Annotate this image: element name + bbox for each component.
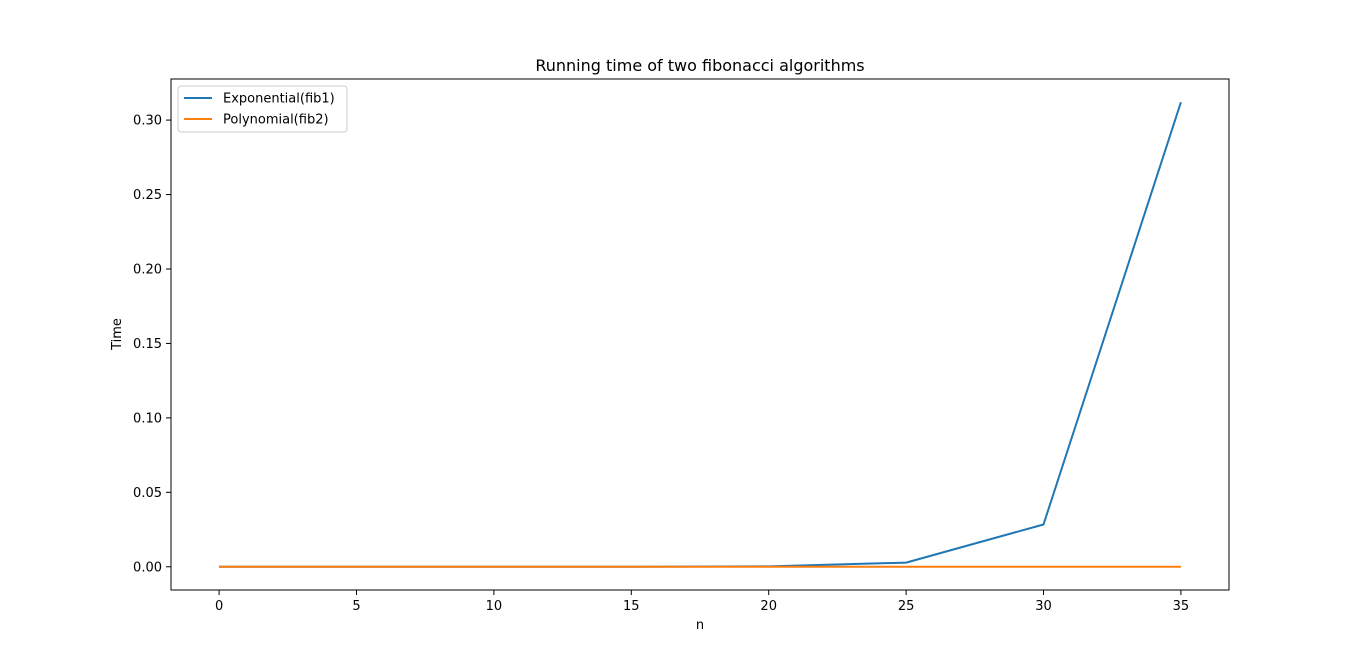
y-tick-label: 0.05 (133, 486, 162, 501)
y-tick-label: 0.25 (133, 188, 162, 203)
x-tick-label: 0 (215, 599, 223, 614)
series-lines (219, 101, 1182, 568)
y-axis: 0.00 0.05 0.10 0.15 0.20 0.25 0.30 (133, 114, 171, 575)
x-tick-label: 35 (1173, 599, 1190, 614)
plot-area (171, 79, 1229, 590)
y-tick-label: 0.00 (133, 560, 162, 575)
y-axis-label: Time (110, 318, 125, 351)
y-tick-label: 0.15 (133, 337, 162, 352)
legend-label: Exponential(fib1) (223, 92, 335, 107)
chart-title: Running time of two fibonacci algorithms (535, 56, 864, 75)
legend: Exponential(fib1) Polynomial(fib2) (177, 85, 348, 133)
plot-frame (170, 78, 1230, 591)
y-tick-label: 0.10 (133, 411, 162, 426)
y-tick-label: 0.30 (133, 114, 162, 129)
x-axis-label: n (696, 618, 704, 633)
legend-label: Polynomial(fib2) (223, 113, 329, 128)
x-tick-label: 25 (898, 599, 915, 614)
y-tick-label: 0.20 (133, 262, 162, 277)
legend-box (177, 85, 348, 133)
x-axis: 0 5 10 15 20 25 30 35 (215, 590, 1189, 614)
x-tick-label: 20 (760, 599, 777, 614)
x-tick-label: 10 (486, 599, 503, 614)
x-tick-label: 5 (352, 599, 360, 614)
x-tick-label: 30 (1035, 599, 1052, 614)
x-tick-label: 15 (623, 599, 640, 614)
